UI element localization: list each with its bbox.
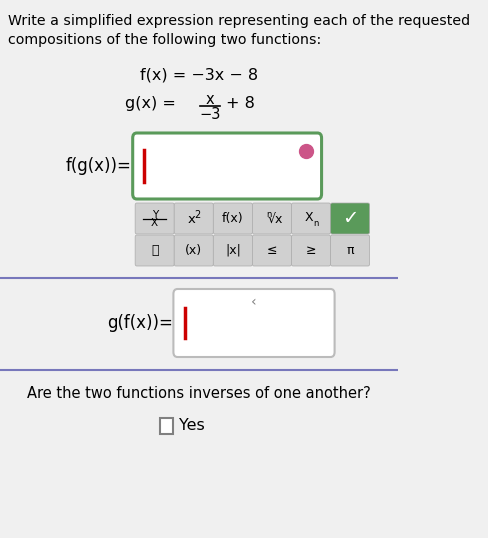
FancyBboxPatch shape <box>213 235 252 266</box>
Text: x: x <box>205 92 214 107</box>
Text: ‹: ‹ <box>251 295 256 309</box>
Text: f(x): f(x) <box>222 212 243 225</box>
Text: n: n <box>265 210 271 219</box>
FancyBboxPatch shape <box>173 289 334 357</box>
Text: Yes: Yes <box>179 419 204 434</box>
Text: n: n <box>312 219 318 228</box>
Text: ✓: ✓ <box>341 209 358 228</box>
FancyBboxPatch shape <box>135 203 174 234</box>
Text: X: X <box>305 211 313 224</box>
Text: ≤: ≤ <box>266 244 277 257</box>
FancyBboxPatch shape <box>291 235 330 266</box>
Text: (x): (x) <box>185 244 202 257</box>
Text: Write a simplified expression representing each of the requested
compositions of: Write a simplified expression representi… <box>8 14 469 47</box>
FancyBboxPatch shape <box>252 235 291 266</box>
Text: X: X <box>151 218 158 229</box>
Text: Y: Y <box>151 209 158 220</box>
Text: g(x) =: g(x) = <box>124 96 175 111</box>
FancyBboxPatch shape <box>132 133 321 199</box>
Text: 2: 2 <box>194 209 201 220</box>
FancyBboxPatch shape <box>174 235 213 266</box>
FancyBboxPatch shape <box>135 235 174 266</box>
FancyBboxPatch shape <box>330 203 369 234</box>
Text: 🗑: 🗑 <box>151 244 158 257</box>
FancyBboxPatch shape <box>291 203 330 234</box>
FancyBboxPatch shape <box>174 203 213 234</box>
Text: Are the two functions inverses of one another?: Are the two functions inverses of one an… <box>27 386 370 401</box>
Text: π: π <box>346 244 353 257</box>
Text: √x: √x <box>267 213 282 226</box>
FancyBboxPatch shape <box>330 235 369 266</box>
FancyBboxPatch shape <box>252 203 291 234</box>
Text: f(x) = −3x − 8: f(x) = −3x − 8 <box>139 68 257 83</box>
Text: x: x <box>187 213 195 226</box>
Text: g(f(x))=: g(f(x))= <box>106 314 172 332</box>
Text: −3: −3 <box>199 107 220 122</box>
Text: |x|: |x| <box>224 244 240 257</box>
Text: f(g(x))=: f(g(x))= <box>66 157 132 175</box>
Text: + 8: + 8 <box>226 96 255 111</box>
Text: ≥: ≥ <box>305 244 316 257</box>
Bar <box>159 418 172 434</box>
FancyBboxPatch shape <box>213 203 252 234</box>
